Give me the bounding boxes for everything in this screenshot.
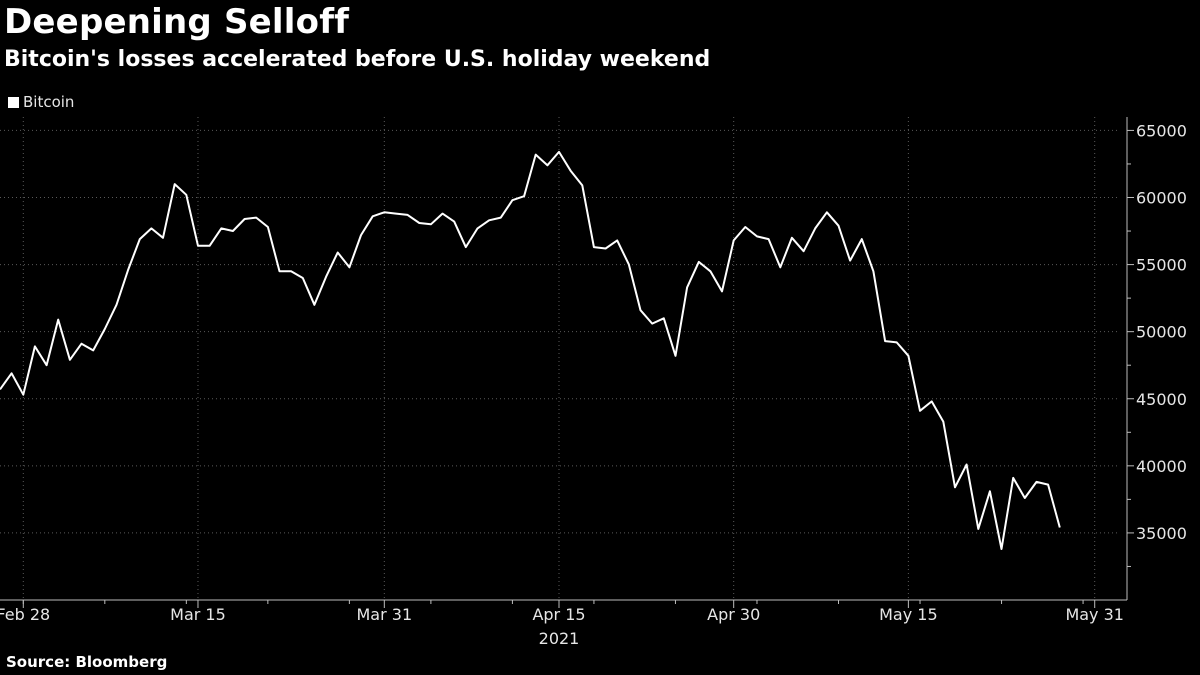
x-tick-label: Mar 31 [356,605,412,624]
y-tick-label: 65000 [1136,121,1187,140]
x-tick-label: Feb 28 [0,605,50,624]
chart-title: Deepening Selloff [4,2,350,42]
y-tick-label: 35000 [1136,524,1187,543]
y-tick-label: 50000 [1136,323,1187,342]
chart-subtitle: Bitcoin's losses accelerated before U.S.… [4,47,711,72]
x-tick-label: Apr 30 [707,605,760,624]
y-tick-label: 55000 [1136,256,1187,275]
x-year-label: 2021 [539,629,580,648]
x-tick-label: May 15 [879,605,938,624]
legend-swatch-bitcoin [8,96,19,108]
y-tick-label: 45000 [1136,390,1187,409]
legend: Bitcoin [8,92,74,112]
series-line-bitcoin [0,150,1061,550]
y-tick-label: 60000 [1136,189,1187,208]
legend-label-bitcoin: Bitcoin [23,93,75,111]
x-tick-label: Mar 15 [170,605,226,624]
x-tick-label: May 31 [1065,605,1124,624]
source-note: Source: Bloomberg [6,653,168,671]
y-tick-label: 40000 [1136,457,1187,476]
x-tick-label: Apr 15 [532,605,585,624]
